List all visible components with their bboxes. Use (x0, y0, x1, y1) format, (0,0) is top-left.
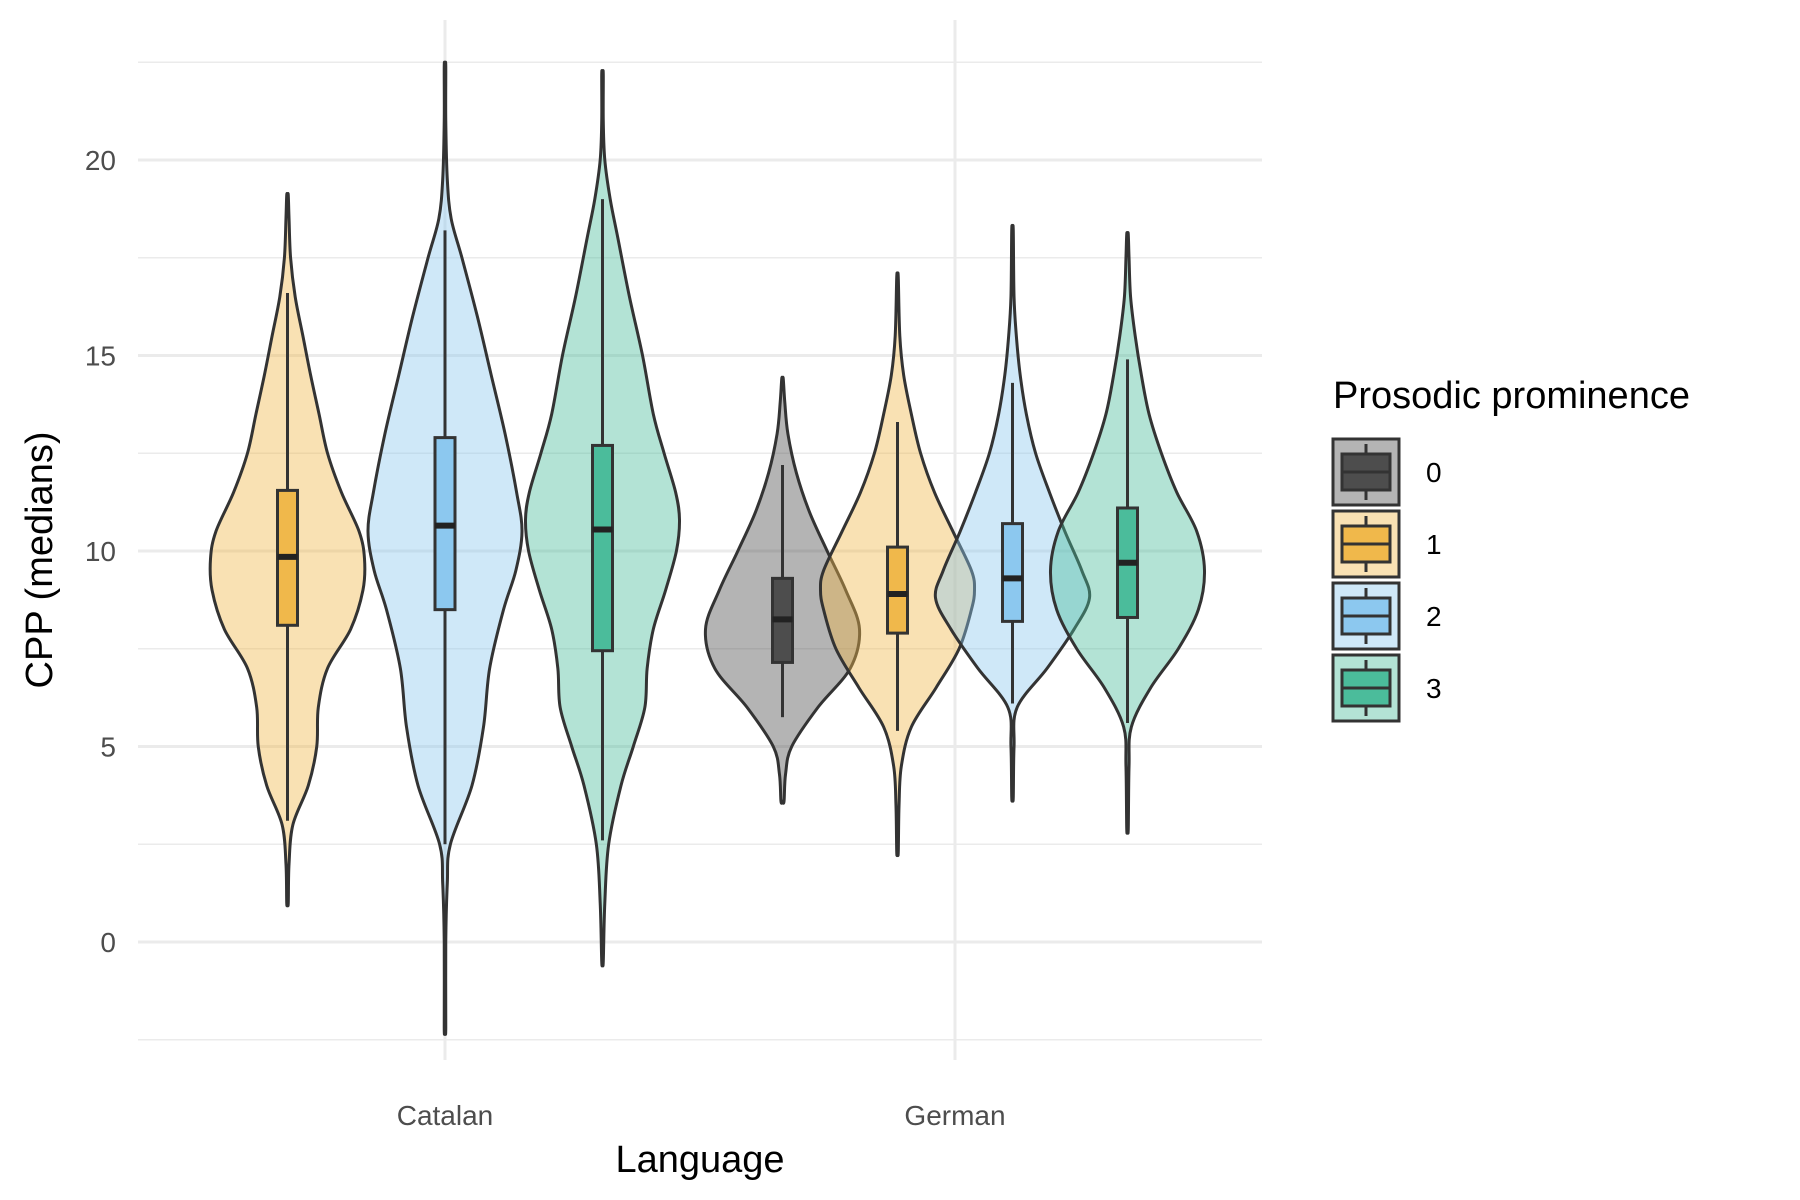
violin-catalan-3 (523, 69, 682, 968)
legend-key-1 (1331, 509, 1401, 579)
violin-catalan-1 (208, 191, 367, 908)
y-tick-label: 15 (85, 341, 116, 372)
x-axis-ticks: Catalan German (397, 1100, 1006, 1131)
legend-key-2 (1331, 581, 1401, 651)
y-axis-title: CPP (medians) (19, 432, 61, 689)
y-tick-label: 0 (100, 927, 116, 958)
legend: Prosodic prominence 0 1 2 3 (1331, 375, 1690, 723)
violin-german-0 (703, 375, 862, 805)
violin-german-1 (818, 271, 977, 858)
legend-label: 0 (1426, 457, 1442, 488)
legend-label: 3 (1426, 673, 1442, 704)
x-axis-title: Language (615, 1139, 784, 1181)
violins (208, 60, 1207, 1036)
y-tick-label: 20 (85, 145, 116, 176)
y-tick-label: 10 (85, 536, 116, 567)
legend-label: 1 (1426, 529, 1442, 560)
box (1001, 522, 1024, 623)
violin-german-3 (1048, 231, 1207, 835)
x-tick-label: Catalan (397, 1100, 494, 1131)
violin-german-2 (933, 224, 1092, 803)
y-axis-ticks: 0 5 10 15 20 (85, 145, 116, 958)
legend-key-0 (1331, 437, 1401, 507)
violin-catalan-2 (366, 60, 524, 1036)
legend-title: Prosodic prominence (1333, 375, 1690, 417)
box (886, 545, 909, 635)
legend-label: 2 (1426, 601, 1442, 632)
x-tick-label: German (904, 1100, 1005, 1131)
box (591, 443, 614, 653)
legend-key-3 (1331, 653, 1401, 723)
y-tick-label: 5 (100, 732, 116, 763)
